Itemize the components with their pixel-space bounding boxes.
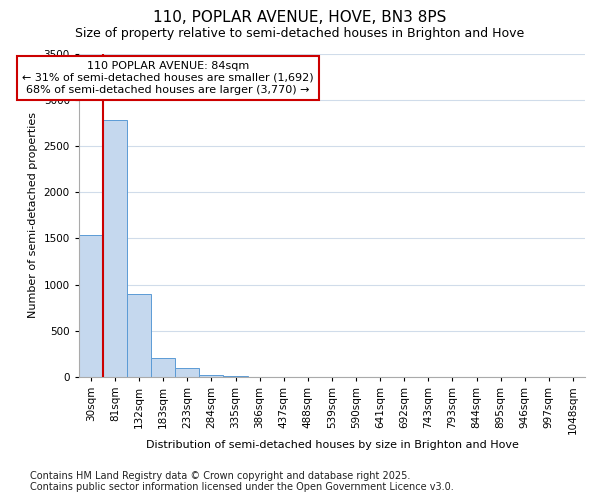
- X-axis label: Distribution of semi-detached houses by size in Brighton and Hove: Distribution of semi-detached houses by …: [146, 440, 518, 450]
- Text: 110 POPLAR AVENUE: 84sqm
← 31% of semi-detached houses are smaller (1,692)
68% o: 110 POPLAR AVENUE: 84sqm ← 31% of semi-d…: [22, 62, 314, 94]
- Text: 110, POPLAR AVENUE, HOVE, BN3 8PS: 110, POPLAR AVENUE, HOVE, BN3 8PS: [154, 10, 446, 25]
- Text: Size of property relative to semi-detached houses in Brighton and Hove: Size of property relative to semi-detach…: [76, 28, 524, 40]
- Bar: [127, 294, 151, 377]
- Text: Contains HM Land Registry data © Crown copyright and database right 2025.
Contai: Contains HM Land Registry data © Crown c…: [30, 471, 454, 492]
- Y-axis label: Number of semi-detached properties: Number of semi-detached properties: [28, 112, 38, 318]
- Bar: [199, 375, 223, 377]
- Bar: [79, 235, 103, 377]
- Bar: [175, 368, 199, 377]
- Bar: [103, 120, 127, 377]
- Bar: [151, 358, 175, 377]
